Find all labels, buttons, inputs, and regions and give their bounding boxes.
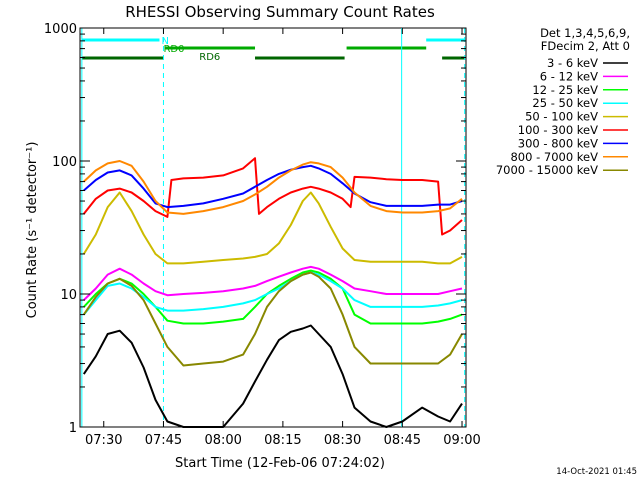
flag-label-rd6: RD6: [199, 52, 220, 63]
legend-label-5: 100 - 300 keV: [518, 123, 598, 137]
legend-header-line-1: Det 1,3,4,5,6,9,: [540, 26, 630, 40]
legend-label-4: 50 - 100 keV: [525, 110, 598, 124]
footer-date: 14-Oct-2021 01:45: [556, 467, 637, 477]
x-tick-label-3: 08:15: [264, 433, 301, 448]
y-tick-label-0: 1: [69, 421, 77, 436]
y-tick-label-2: 100: [52, 155, 77, 170]
legend-label-7: 800 - 7000 keV: [510, 150, 598, 164]
flag-label-n: N: [161, 36, 168, 47]
legend-header-line-2: FDecim 2, Att 0: [541, 39, 630, 53]
x-tick-label-6: 09:00: [443, 433, 480, 448]
legend: Det 1,3,4,5,6,9, FDecim 2, Att 0 3 - 6 k…: [496, 26, 630, 177]
legend-label-0: 3 - 6 keV: [547, 56, 598, 70]
x-tick-label-0: 07:30: [85, 433, 122, 448]
legend-label-1: 6 - 12 keV: [540, 69, 598, 83]
x-axis-label: Start Time (12-Feb-06 07:24:02): [175, 456, 385, 471]
series-line-7000-15000-kev: [82, 271, 463, 367]
series-layer: [82, 157, 463, 428]
legend-label-8: 7000 - 15000 keV: [496, 163, 598, 177]
x-tick-label-1: 07:45: [145, 433, 182, 448]
legend-label-3: 25 - 50 keV: [532, 96, 598, 110]
x-axis-ticks: 07:30 07:45 08:00 08:15 08:30 08:45 09:00: [85, 28, 481, 448]
legend-label-2: 12 - 25 keV: [532, 83, 598, 97]
series-line-12-25-kev: [83, 269, 463, 325]
y-axis-label: Count Rate (s⁻¹ detector⁻¹): [25, 142, 40, 319]
x-tick-label-4: 08:30: [324, 433, 361, 448]
series-line-800-7000-kev: [83, 160, 463, 215]
y-tick-label-3: 1000: [44, 22, 77, 37]
series-line-50-100-kev: [82, 191, 463, 265]
series-line-3-6-kev: [82, 324, 463, 428]
chart-title: RHESSI Observing Summary Count Rates: [125, 3, 435, 21]
series-line-6-12-kev: [83, 265, 463, 301]
y-axis-ticks: 1 10 100 1000: [44, 22, 466, 436]
series-line-100-300-kev: [83, 157, 463, 236]
plot-frame: [79, 27, 467, 428]
x-tick-label-2: 08:00: [204, 433, 241, 448]
series-line-300-800-kev: [83, 164, 463, 209]
legend-label-6: 300 - 800 keV: [518, 136, 598, 150]
x-tick-label-5: 08:45: [384, 433, 421, 448]
y-tick-label-1: 10: [60, 288, 77, 303]
vertical-markers: [81, 28, 466, 427]
flag-label-rd0: RD0: [163, 44, 184, 55]
